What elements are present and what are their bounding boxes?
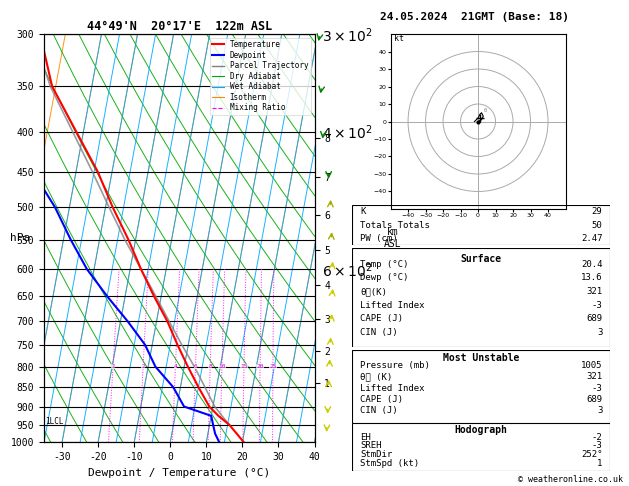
- Text: 1: 1: [597, 459, 603, 468]
- Text: θᴄ (K): θᴄ (K): [360, 372, 392, 381]
- Text: 1005: 1005: [581, 361, 603, 370]
- Text: 689: 689: [586, 314, 603, 323]
- Text: 6: 6: [194, 364, 198, 369]
- Title: 44°49'N  20°17'E  122m ASL: 44°49'N 20°17'E 122m ASL: [87, 20, 272, 33]
- Text: -3: -3: [592, 441, 603, 451]
- Text: Most Unstable: Most Unstable: [443, 353, 520, 363]
- Text: Pressure (mb): Pressure (mb): [360, 361, 430, 370]
- Text: Lifted Index: Lifted Index: [360, 301, 425, 310]
- X-axis label: Dewpoint / Temperature (°C): Dewpoint / Temperature (°C): [88, 468, 270, 478]
- Text: 25: 25: [269, 364, 277, 369]
- Text: StmSpd (kt): StmSpd (kt): [360, 459, 419, 468]
- Text: 8: 8: [208, 364, 212, 369]
- Text: 4: 4: [174, 364, 177, 369]
- Text: θᴄ(K): θᴄ(K): [360, 287, 387, 296]
- Text: Surface: Surface: [460, 254, 502, 264]
- Text: 1LCL: 1LCL: [45, 417, 64, 426]
- Text: 10: 10: [218, 364, 226, 369]
- Text: 24.05.2024  21GMT (Base: 18): 24.05.2024 21GMT (Base: 18): [381, 12, 569, 22]
- Y-axis label: km
ASL: km ASL: [384, 227, 401, 249]
- Text: -3: -3: [592, 301, 603, 310]
- Text: EH: EH: [360, 433, 370, 442]
- Text: 3: 3: [597, 406, 603, 416]
- Text: hPa: hPa: [9, 233, 30, 243]
- Text: CIN (J): CIN (J): [360, 328, 398, 337]
- Text: -2: -2: [592, 433, 603, 442]
- Text: 252°: 252°: [581, 450, 603, 459]
- Text: 29: 29: [592, 208, 603, 216]
- Legend: Temperature, Dewpoint, Parcel Trajectory, Dry Adiabat, Wet Adiabat, Isotherm, Mi: Temperature, Dewpoint, Parcel Trajectory…: [210, 38, 311, 115]
- Text: -3: -3: [592, 383, 603, 393]
- Text: 15: 15: [240, 364, 248, 369]
- Text: K: K: [360, 208, 365, 216]
- Text: 2.47: 2.47: [581, 234, 603, 243]
- Text: © weatheronline.co.uk: © weatheronline.co.uk: [518, 474, 623, 484]
- Text: 689: 689: [586, 395, 603, 404]
- Text: 321: 321: [586, 287, 603, 296]
- Text: CAPE (J): CAPE (J): [360, 395, 403, 404]
- Text: 50: 50: [592, 221, 603, 230]
- Text: Totals Totals: Totals Totals: [360, 221, 430, 230]
- Text: kt: kt: [394, 34, 404, 43]
- Text: 2: 2: [141, 364, 145, 369]
- Text: StmDir: StmDir: [360, 450, 392, 459]
- Text: 0: 0: [483, 108, 487, 113]
- Text: 20: 20: [257, 364, 264, 369]
- Text: PW (cm): PW (cm): [360, 234, 398, 243]
- Text: 1: 1: [111, 364, 115, 369]
- Text: SREH: SREH: [360, 441, 381, 451]
- Text: Dewp (°C): Dewp (°C): [360, 274, 408, 282]
- Text: 321: 321: [586, 372, 603, 381]
- Text: 20.4: 20.4: [581, 260, 603, 269]
- Text: 13.6: 13.6: [581, 274, 603, 282]
- Text: CAPE (J): CAPE (J): [360, 314, 403, 323]
- Text: 3: 3: [597, 328, 603, 337]
- Text: Temp (°C): Temp (°C): [360, 260, 408, 269]
- Text: Hodograph: Hodograph: [455, 425, 508, 435]
- Text: Lifted Index: Lifted Index: [360, 383, 425, 393]
- Text: CIN (J): CIN (J): [360, 406, 398, 416]
